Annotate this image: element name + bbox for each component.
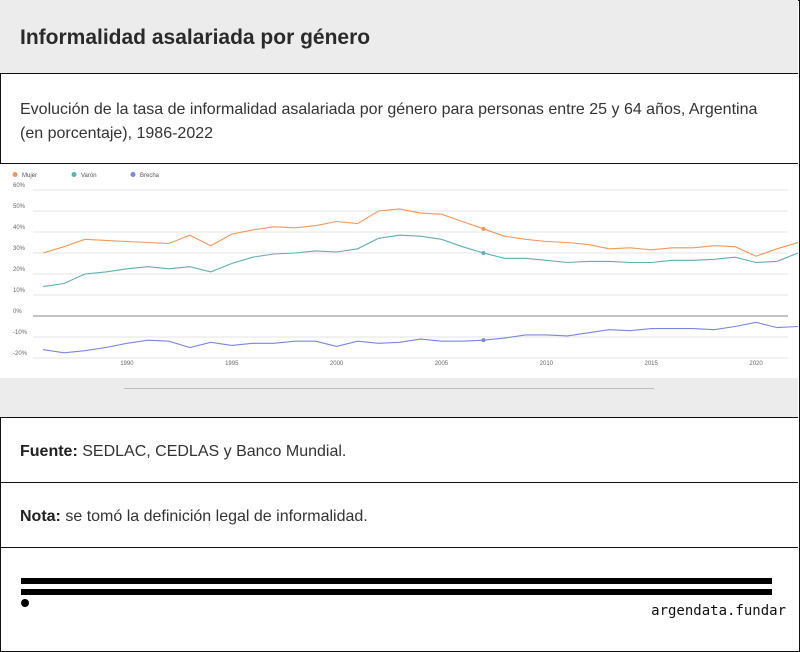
brand-logo-text: argendata.fundar <box>651 603 786 619</box>
series-line-varón[interactable] <box>42 234 799 288</box>
highlight-point[interactable] <box>481 226 486 231</box>
line-chart[interactable]: Mujer Varón Brecha -20% -10% 0% 10% 20% 30% 40% 5… <box>0 164 799 378</box>
page-title: Informalidad asalariada por género <box>20 26 371 49</box>
note-text: Nota: se tomó la definición legal de inf… <box>20 508 368 526</box>
header: Informalidad asalariada por género <box>0 0 798 74</box>
x-tick-label: 2000 <box>330 361 344 367</box>
range-slider-track[interactable] <box>124 388 654 389</box>
legend-label[interactable]: Brecha <box>140 173 160 179</box>
chart-series[interactable] <box>42 208 799 354</box>
highlight-point[interactable] <box>481 338 486 343</box>
y-tick-label: 20% <box>13 267 26 273</box>
source-text: Fuente: SEDLAC, CEDLAS y Banco Mundial. <box>20 443 346 461</box>
chart-highlight-points[interactable] <box>481 226 486 343</box>
series-line-mujer[interactable] <box>42 208 799 257</box>
brand-dot-icon <box>21 599 29 607</box>
x-axis: 1990 1995 2000 2005 2010 2015 2020 <box>120 361 763 367</box>
y-tick-label: 60% <box>13 183 26 189</box>
note-row: Nota: se tomó la definición legal de inf… <box>0 483 798 548</box>
chart-legend[interactable]: Mujer Varón Brecha <box>12 172 160 179</box>
legend-marker <box>130 172 136 177</box>
y-tick-label: 10% <box>13 288 26 294</box>
highlight-point[interactable] <box>481 251 486 255</box>
y-tick-label: 50% <box>13 204 26 210</box>
chart-grid <box>33 189 788 359</box>
brand-bar-top <box>21 578 772 584</box>
x-tick-label: 1995 <box>225 361 239 367</box>
source-label: Fuente: <box>20 443 78 460</box>
y-tick-label: -20% <box>13 351 28 357</box>
y-tick-label: 0% <box>13 309 22 315</box>
y-tick-label: -10% <box>13 330 28 336</box>
brand-bar-bottom <box>21 589 772 595</box>
chart-scroll-strip <box>0 378 798 418</box>
x-tick-label: 2010 <box>540 361 554 367</box>
chart-subtitle: Evolución de la tasa de informalidad asa… <box>20 101 758 142</box>
source-row: Fuente: SEDLAC, CEDLAS y Banco Mundial. <box>0 418 798 483</box>
x-tick-label: 2015 <box>645 361 659 367</box>
source-value: SEDLAC, CEDLAS y Banco Mundial. <box>82 443 347 460</box>
note-value: se tomó la definición legal de informali… <box>65 508 368 525</box>
chart-description: Evolución de la tasa de informalidad asa… <box>0 74 798 164</box>
x-tick-label: 2005 <box>435 361 449 367</box>
x-tick-label: 1990 <box>120 361 134 367</box>
note-label: Nota: <box>20 508 61 525</box>
y-tick-label: 30% <box>13 246 26 252</box>
legend-label[interactable]: Varón <box>81 173 97 179</box>
chart-area: Mujer Varón Brecha -20% -10% 0% 10% 20% 30% 40% 5… <box>0 164 799 378</box>
x-tick-label: 2020 <box>749 361 763 367</box>
y-axis: -20% -10% 0% 10% 20% 30% 40% 50% 60% <box>13 183 28 357</box>
legend-marker <box>71 172 77 177</box>
legend-marker <box>12 172 18 177</box>
footer: argendata.fundar <box>0 548 798 650</box>
series-line-brecha[interactable] <box>42 321 799 354</box>
legend-label[interactable]: Mujer <box>22 173 37 179</box>
y-tick-label: 40% <box>13 225 26 231</box>
